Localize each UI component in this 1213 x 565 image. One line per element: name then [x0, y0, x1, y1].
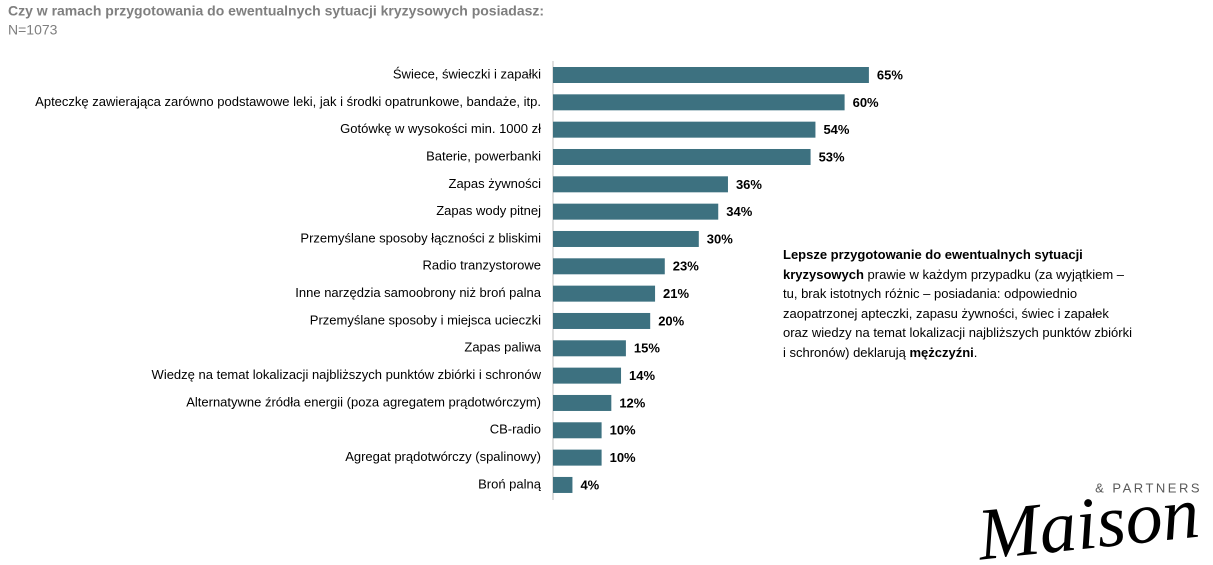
value-label: 60%	[853, 95, 879, 110]
value-label: 65%	[877, 67, 903, 82]
logo: Maison	[973, 472, 1203, 565]
category-label: Inne narzędzia samoobrony niż broń palna	[295, 285, 541, 300]
bar	[553, 312, 651, 329]
value-label: 10%	[610, 450, 636, 465]
value-label: 12%	[619, 395, 645, 410]
category-label: Gotówkę w wysokości min. 1000 zł	[340, 121, 541, 136]
bar	[553, 148, 811, 165]
value-label: 15%	[634, 341, 660, 356]
value-label: 53%	[819, 149, 845, 164]
value-label: 30%	[707, 231, 733, 246]
value-label: 10%	[610, 423, 636, 438]
category-label: Zapas wody pitnej	[436, 203, 541, 218]
value-label: 36%	[736, 177, 762, 192]
bar	[553, 176, 728, 193]
bar	[553, 367, 622, 384]
bar	[553, 121, 816, 138]
category-label: Zapas paliwa	[464, 340, 541, 355]
category-label: Świece, świeczki i zapałki	[393, 66, 541, 81]
note-segment: prawie w każdym przypadku (za wyjątkiem …	[783, 266, 1132, 360]
value-label: 54%	[823, 122, 849, 137]
bar	[553, 203, 719, 220]
value-label: 14%	[629, 368, 655, 383]
bar	[553, 340, 626, 357]
bar	[553, 230, 699, 247]
bar	[553, 476, 573, 493]
value-label: 4%	[580, 477, 599, 492]
category-label: CB-radio	[490, 422, 541, 437]
note-segment: .	[973, 344, 978, 360]
value-label: 34%	[726, 204, 752, 219]
category-label: Wiedzę na temat lokalizacji najbliższych…	[152, 367, 542, 382]
bar	[553, 422, 602, 439]
note-segment: mężczyźni	[909, 344, 974, 360]
logo-suffix: & PARTNERS	[1095, 480, 1202, 495]
value-label: 23%	[673, 259, 699, 274]
value-label: 20%	[658, 313, 684, 328]
chart-subtitle: N=1073	[8, 22, 58, 38]
category-label: Radio tranzystorowe	[423, 258, 542, 273]
category-label: Alternatywne źródła energii (poza agrega…	[186, 394, 541, 409]
value-label: 21%	[663, 286, 689, 301]
note-segment: Lepsze przygotowanie do ewentualnych syt…	[783, 247, 1083, 282]
bar	[553, 449, 602, 466]
chart-title: Czy w ramach przygotowania do ewentualny…	[8, 3, 544, 19]
category-label: Broń palną	[478, 476, 542, 491]
category-label: Agregat prądotwórczy (spalinowy)	[345, 449, 541, 464]
category-label: Baterie, powerbanki	[426, 148, 541, 163]
bar	[553, 394, 612, 411]
category-label: Przemyślane sposoby i miejsca ucieczki	[310, 312, 541, 327]
category-label: Zapas żywności	[449, 176, 542, 191]
category-label: Apteczkę zawierająca zarówno podstawowe …	[35, 94, 541, 109]
category-label: Przemyślane sposoby łączności z bliskimi	[300, 230, 541, 245]
note: Lepsze przygotowanie do ewentualnych syt…	[783, 245, 1135, 362]
bar	[553, 258, 665, 275]
bar	[553, 94, 845, 111]
bar	[553, 67, 869, 83]
bar	[553, 285, 656, 302]
